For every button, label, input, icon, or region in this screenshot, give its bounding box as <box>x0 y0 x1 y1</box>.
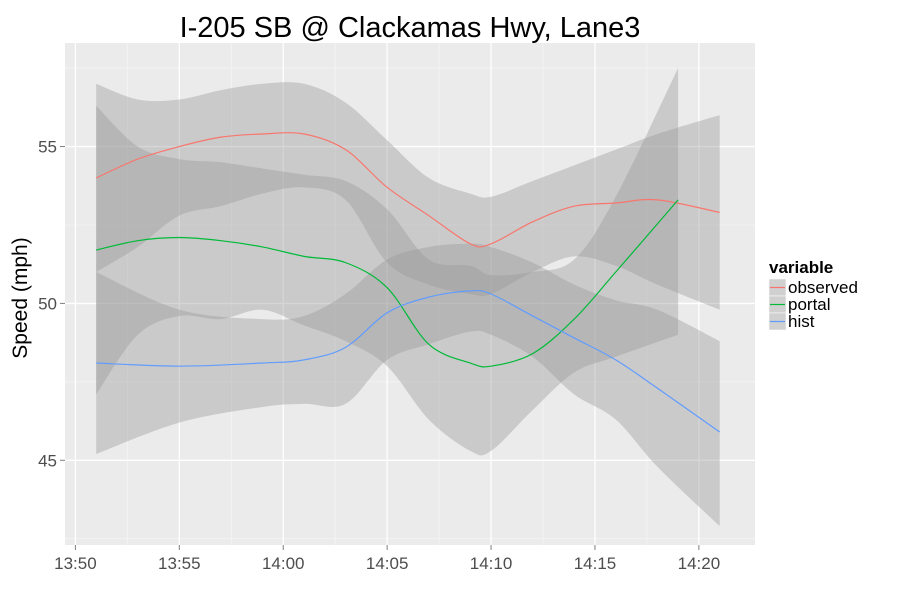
y-tick-label: 55 <box>38 138 57 157</box>
x-tick-label: 14:20 <box>678 554 721 573</box>
x-tick-label: 13:50 <box>54 554 97 573</box>
series-line-observed <box>95 132 720 248</box>
series-line-portal <box>96 199 679 368</box>
x-tick-label: 14:05 <box>366 554 409 573</box>
chart-title: I-205 SB @ Clackamas Hwy, Lane3 <box>179 12 641 44</box>
y-tick-label: 50 <box>38 294 57 313</box>
confidence-ribbon-hist <box>96 243 720 527</box>
confidence-ribbons <box>96 68 720 527</box>
x-tick-label: 14:15 <box>574 554 617 573</box>
grid-lines <box>65 43 755 545</box>
axes: 13:50 13:55 14:00 14:05 14:10 14:15 14:20 45 50 5… <box>38 138 720 573</box>
series-lines <box>95 132 721 433</box>
legend-label-portal: portal <box>788 295 831 314</box>
series-line-hist <box>96 289 721 433</box>
legend-label-hist: hist <box>788 312 815 331</box>
legend-label-observed: observed <box>788 278 858 297</box>
confidence-ribbon-observed <box>96 82 720 310</box>
legend-title: variable <box>769 258 833 277</box>
x-tick-label: 14:10 <box>470 554 513 573</box>
plot-panel <box>65 43 755 545</box>
x-tick-label: 13:55 <box>158 554 201 573</box>
y-axis-title: Speed (mph) <box>9 237 32 358</box>
confidence-ribbon-portal <box>96 68 679 456</box>
y-tick-label: 45 <box>38 451 57 470</box>
x-tick-label: 14:00 <box>262 554 305 573</box>
